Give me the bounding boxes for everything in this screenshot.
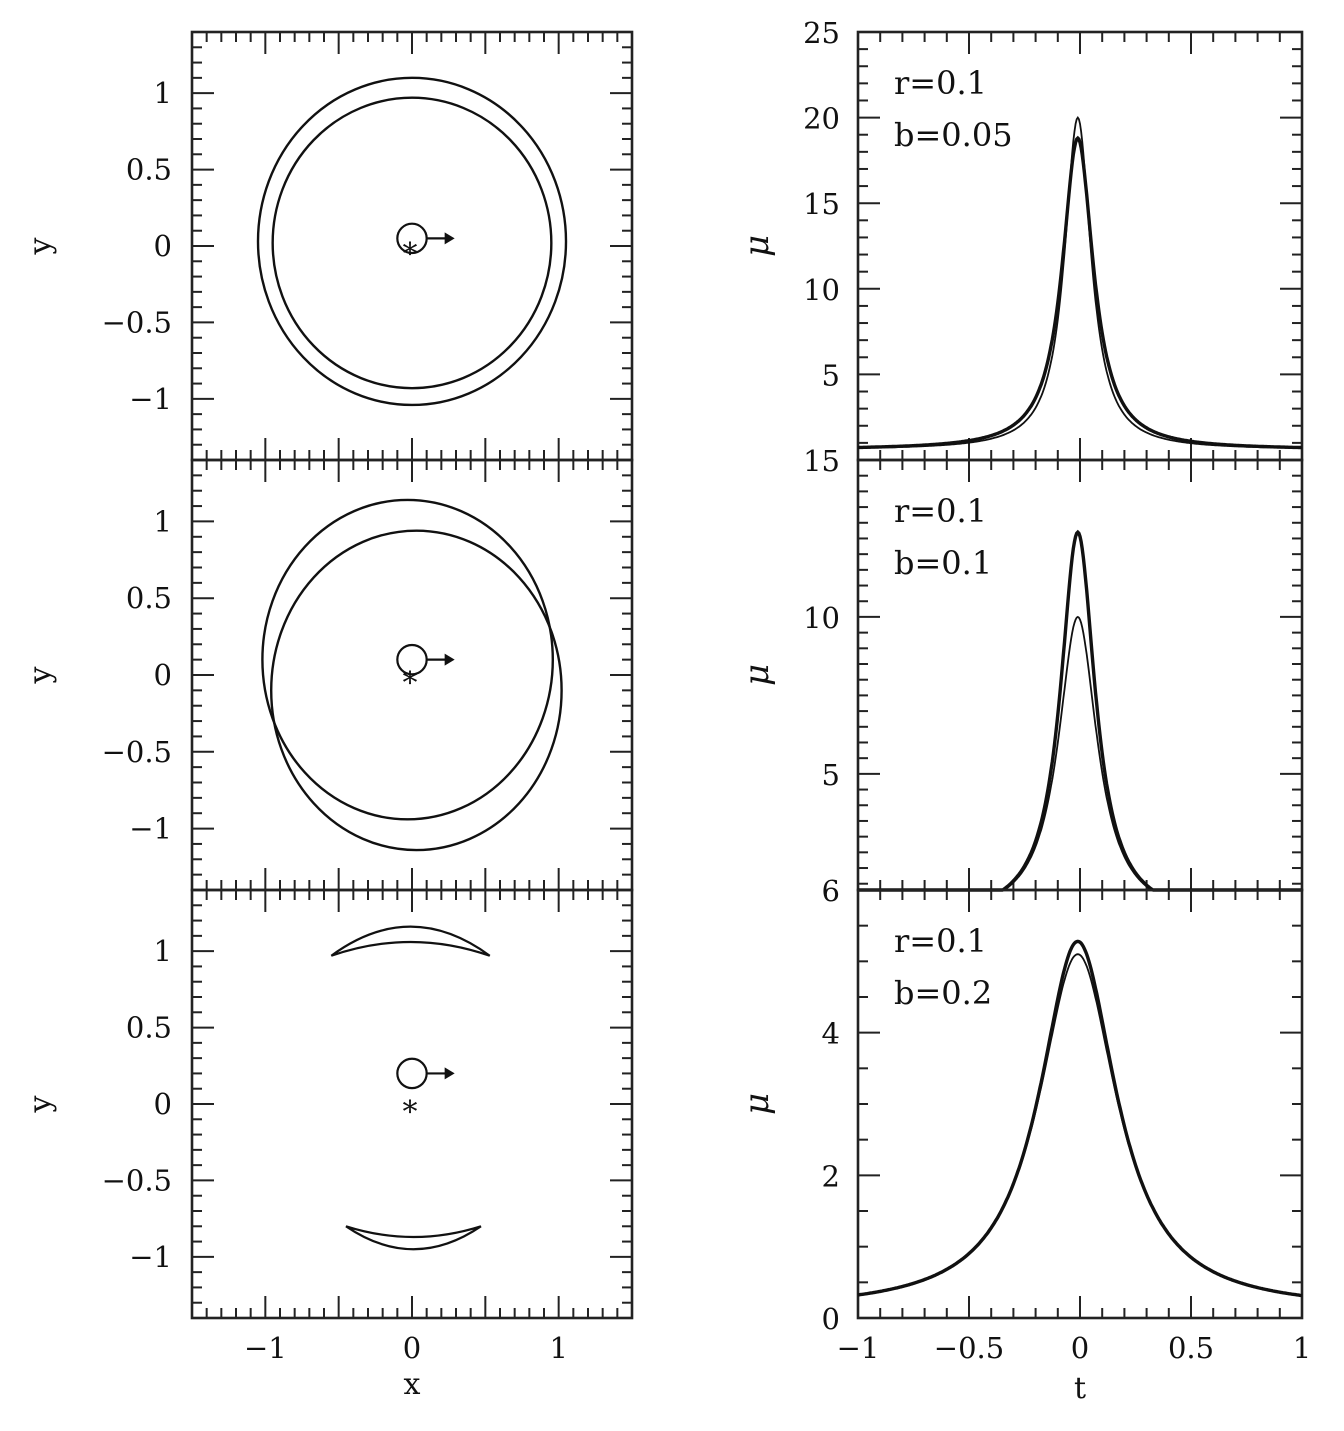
light-curve-panel-3: 4 2 0 μ −1 −0.5 0 0.5 1 t r=0.1 b=0.2 [737, 888, 1311, 1406]
source-circle [396, 1057, 428, 1090]
y-axis-label: y [23, 666, 58, 684]
annotation-label: b=0.05 [894, 116, 1013, 154]
y-axis-label: y [23, 1095, 58, 1113]
arrow-head-icon [444, 653, 455, 666]
light-curve-thin [858, 116, 1302, 449]
y-tick-label: −0.5 [102, 305, 172, 339]
y-tick-label: −0.5 [102, 1163, 172, 1197]
y-tick-label: 15 [803, 444, 840, 478]
lower-arc [345, 1225, 482, 1251]
outer-ring [261, 498, 555, 821]
image-plane-panel-3: 1 0.5 0 −0.5 −1 y −1 0 1 x * [23, 888, 634, 1402]
y-tick-label: 20 [803, 102, 840, 136]
y-tick-label: 15 [803, 187, 840, 221]
y-axis-label: y [23, 237, 58, 255]
arrow-head-icon [444, 1067, 455, 1080]
x-axis-label: t [1074, 1371, 1086, 1406]
y-tick-label: 1 [154, 76, 172, 110]
lens-star-icon: * [403, 1095, 418, 1130]
y-tick-label: 0.5 [126, 153, 172, 187]
image-plane-panel-1: 1 0.5 0 −0.5 −1 y * [23, 30, 634, 462]
upper-arc [330, 925, 491, 957]
y-tick-label: 0.5 [126, 581, 172, 615]
annotation-label: b=0.2 [894, 974, 992, 1012]
y-tick-label: −1 [129, 382, 172, 416]
x-tick-label: 1 [549, 1331, 567, 1365]
y-tick-label: 2 [822, 1159, 840, 1193]
light-curve-panel-1: 25 20 15 10 5 15 μ r=0.1 b=0.05 [737, 16, 1304, 478]
x-tick-label: 0 [403, 1331, 421, 1365]
y-tick-label: 1 [154, 504, 172, 538]
y-tick-label: 0 [822, 1302, 840, 1336]
y-tick-label: −0.5 [102, 735, 172, 769]
inner-ring [270, 529, 563, 852]
annotation-label: r=0.1 [894, 64, 987, 102]
light-curve-thick [858, 135, 1302, 450]
y-tick-label: 25 [803, 16, 840, 50]
arrow-head-icon [444, 232, 455, 245]
y-axis-label: μ [737, 664, 777, 686]
lens-star-icon: * [403, 237, 418, 272]
annotation-label: r=0.1 [894, 922, 987, 960]
annotation-label: r=0.1 [894, 492, 987, 530]
x-tick-label: 0 [1071, 1331, 1089, 1365]
y-tick-label: −1 [129, 1240, 172, 1274]
light-curve-thick [858, 529, 1302, 892]
y-tick-label: 4 [822, 1017, 840, 1051]
y-tick-label: 10 [803, 273, 840, 307]
image-plane-panel-2: 1 0.5 0 −0.5 −1 y * [23, 458, 634, 892]
y-tick-label: −1 [129, 812, 172, 846]
y-tick-label: 0 [154, 1087, 172, 1121]
light-curve-thin [857, 953, 1303, 1297]
inner-ring [271, 96, 553, 390]
x-tick-label: 0.5 [1168, 1331, 1214, 1365]
y-tick-label: 0.5 [126, 1011, 172, 1045]
outer-ring [256, 76, 568, 407]
lens-star-icon: * [403, 666, 418, 701]
y-axis-label: μ [737, 235, 777, 257]
y-tick-label: 10 [803, 601, 840, 635]
y-tick-label: 5 [822, 358, 840, 392]
x-tick-label: −1 [244, 1331, 287, 1365]
light-curve-thin [858, 615, 1302, 891]
y-tick-label: 5 [822, 758, 840, 792]
y-tick-label: 0 [154, 229, 172, 263]
light-curve-panel-2: 10 5 6 μ r=0.1 b=0.1 [737, 458, 1304, 908]
annotation-label: b=0.1 [894, 544, 992, 582]
y-tick-label: 1 [154, 934, 172, 968]
x-tick-label: −1 [837, 1331, 880, 1365]
y-tick-label: 0 [154, 658, 172, 692]
y-tick-label: 6 [822, 874, 840, 908]
x-axis-label: x [404, 1367, 421, 1402]
x-tick-label: −0.5 [934, 1331, 1004, 1365]
x-tick-label: 1 [1293, 1331, 1311, 1365]
y-axis-label: μ [737, 1093, 777, 1115]
